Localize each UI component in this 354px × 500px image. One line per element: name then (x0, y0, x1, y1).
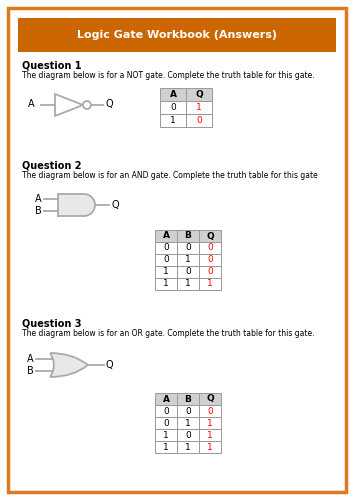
Bar (177, 266, 199, 278)
Text: 1: 1 (207, 418, 213, 428)
Bar (199, 278, 221, 290)
Text: Q: Q (206, 394, 214, 404)
Bar (177, 393, 199, 405)
Bar (177, 230, 199, 242)
Text: Q: Q (105, 99, 113, 109)
Text: 1: 1 (185, 256, 191, 264)
Text: 0: 0 (163, 406, 169, 416)
Bar (177, 405, 199, 417)
Bar (199, 230, 221, 242)
Bar (199, 429, 221, 441)
Bar (177, 242, 199, 254)
Text: 1: 1 (207, 280, 213, 288)
Text: Question 1: Question 1 (22, 60, 81, 70)
Bar (186, 114, 212, 127)
Bar (177, 278, 199, 290)
PathPatch shape (50, 353, 88, 377)
Text: A: A (170, 90, 177, 99)
Text: 0: 0 (163, 418, 169, 428)
Bar (199, 242, 221, 254)
Text: 0: 0 (207, 256, 213, 264)
Text: 0: 0 (185, 268, 191, 276)
Bar (177, 441, 199, 453)
Text: A: A (35, 194, 42, 204)
Text: A: A (27, 354, 34, 364)
Text: Question 3: Question 3 (22, 318, 81, 328)
Bar (199, 441, 221, 453)
Text: 0: 0 (163, 256, 169, 264)
Text: 0: 0 (163, 244, 169, 252)
Text: 0: 0 (207, 244, 213, 252)
Text: 0: 0 (185, 406, 191, 416)
Text: 0: 0 (207, 268, 213, 276)
Text: 0: 0 (170, 103, 176, 112)
Text: Logic Gate Workbook (Answers): Logic Gate Workbook (Answers) (77, 30, 277, 40)
Text: 1: 1 (163, 280, 169, 288)
Text: A: A (162, 394, 170, 404)
Text: B: B (27, 366, 34, 376)
Bar (160, 114, 186, 127)
Bar (177, 429, 199, 441)
Text: 1: 1 (163, 268, 169, 276)
Text: Q: Q (206, 232, 214, 240)
Text: The diagram below is for a NOT gate. Complete the truth table for this gate.: The diagram below is for a NOT gate. Com… (22, 71, 315, 80)
Text: 1: 1 (207, 442, 213, 452)
Text: 1: 1 (170, 116, 176, 125)
Bar (199, 417, 221, 429)
Bar (155, 278, 177, 290)
Bar (155, 405, 177, 417)
Bar (186, 101, 212, 114)
Text: The diagram below is for an OR gate. Complete the truth table for this gate.: The diagram below is for an OR gate. Com… (22, 329, 314, 338)
Wedge shape (84, 194, 95, 216)
Text: 0: 0 (185, 430, 191, 440)
Bar (58, 194, 84, 216)
Bar (199, 254, 221, 266)
Bar (177, 254, 199, 266)
Text: Q: Q (111, 200, 119, 210)
Text: 0: 0 (196, 116, 202, 125)
Bar (155, 417, 177, 429)
Bar (155, 393, 177, 405)
Bar (186, 88, 212, 101)
Bar (155, 441, 177, 453)
Bar (177, 417, 199, 429)
Bar (199, 266, 221, 278)
Bar (199, 393, 221, 405)
Text: A: A (28, 99, 35, 109)
Text: Q: Q (106, 360, 114, 370)
Bar (155, 254, 177, 266)
Text: 1: 1 (163, 430, 169, 440)
Text: 1: 1 (196, 103, 202, 112)
Bar (199, 405, 221, 417)
Bar (160, 88, 186, 101)
Text: B: B (184, 394, 192, 404)
Text: 1: 1 (207, 430, 213, 440)
Text: Question 2: Question 2 (22, 160, 81, 170)
Text: 1: 1 (185, 418, 191, 428)
Bar (18, 18, 336, 52)
Bar (155, 429, 177, 441)
Text: 1: 1 (185, 280, 191, 288)
Text: 1: 1 (163, 442, 169, 452)
Text: 1: 1 (185, 442, 191, 452)
Bar (155, 242, 177, 254)
Bar (160, 101, 186, 114)
Text: A: A (162, 232, 170, 240)
Text: The diagram below is for an AND gate. Complete the truth table for this gate: The diagram below is for an AND gate. Co… (22, 171, 318, 180)
Text: B: B (184, 232, 192, 240)
Bar (155, 230, 177, 242)
Text: 0: 0 (207, 406, 213, 416)
Bar (155, 266, 177, 278)
Text: Q: Q (195, 90, 203, 99)
Text: B: B (35, 206, 42, 216)
Text: 0: 0 (185, 244, 191, 252)
